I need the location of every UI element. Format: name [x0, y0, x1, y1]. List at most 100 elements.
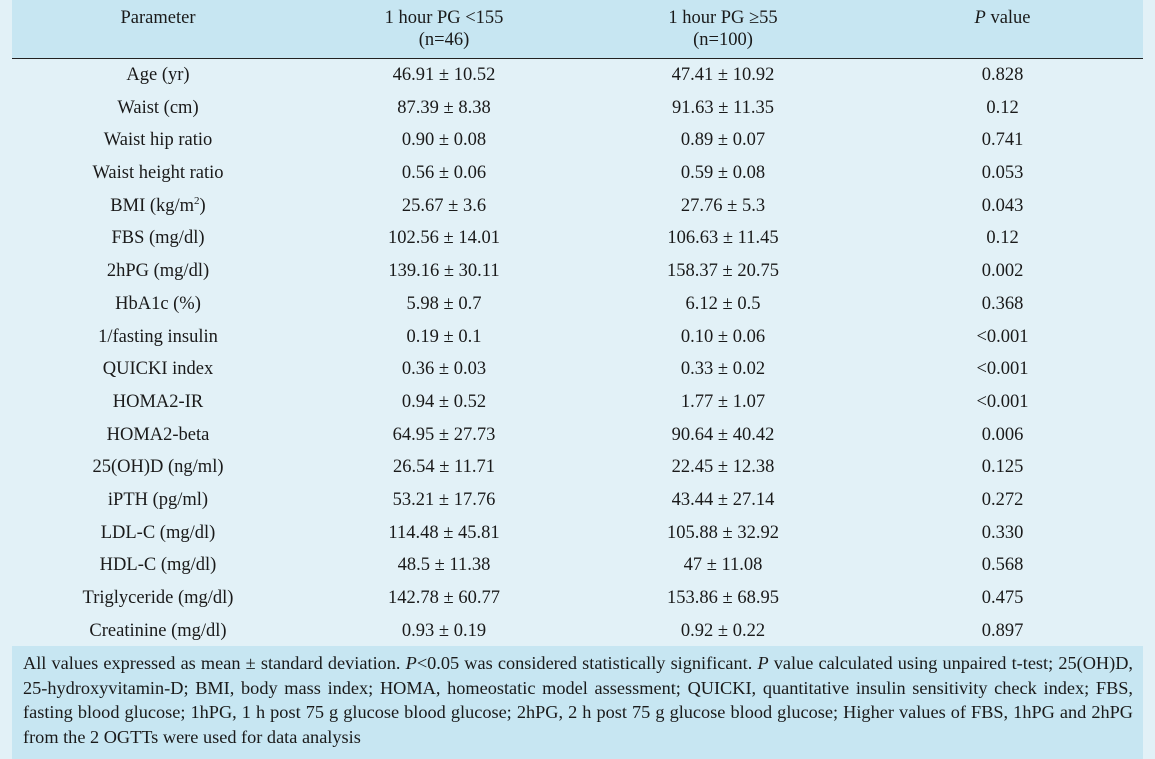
row-group1-value: 25.67 ± 3.6 [401, 195, 487, 216]
row-parameter-label: FBS (mg/dl) [111, 228, 205, 249]
row-parameter: Waist hip ratio [12, 124, 304, 157]
row-group1-value: 0.36 ± 0.03 [401, 359, 487, 380]
row-p-value: 0.043 [981, 195, 1024, 216]
row-parameter-label: 1/fasting insulin [98, 326, 218, 347]
row-group1-value: 64.95 ± 27.73 [392, 424, 496, 445]
header-pvalue-rest: value [985, 8, 1031, 28]
row-group1-value: 142.78 ± 60.77 [388, 588, 500, 608]
row-group1-value: 0.93 ± 0.19 [401, 620, 487, 641]
row-group2-value: 153.86 ± 68.95 [667, 588, 779, 608]
row-parameter-label: Waist height ratio [92, 163, 224, 184]
footnote-text: All values expressed as mean ± standard … [12, 646, 1143, 749]
table-row: HOMA2-IR 0.94 ± 0.52 1.77 ± 1.07 <0.001 [12, 386, 1143, 419]
header-group2: 1 hour PG ≥55 (n=100) [584, 7, 862, 51]
table-row: Waist hip ratio 0.90 ± 0.08 0.89 ± 0.07 0.7… [12, 124, 1143, 157]
row-parameter-label: 2hPG (mg/dl) [106, 261, 210, 282]
table-body: Age (yr) 46.91 ± 10.52 47.41 ± 10.92 0.828 W… [12, 59, 1143, 647]
table-row: iPTH (pg/ml) 53.21 ± 17.76 43.44 ± 27.14 0.… [12, 484, 1143, 517]
row-parameter-label: QUICKI index [102, 359, 214, 380]
row-group2-value: 43.44 ± 27.14 [671, 489, 775, 510]
row-parameter-suffix: ) [199, 195, 206, 216]
row-group2-value: 1.77 ± 1.07 [680, 391, 766, 412]
table-row: Age (yr) 46.91 ± 10.52 47.41 ± 10.92 0.828 [12, 59, 1143, 92]
row-group2-value: 0.59 ± 0.08 [680, 163, 766, 184]
row-parameter-label: HDL-C (mg/dl) [99, 555, 217, 576]
row-parameter-label: HOMA2-IR [112, 391, 204, 412]
table-row: 25(OH)D (ng/ml) 26.54 ± 11.71 22.45 ± 12.3… [12, 451, 1143, 484]
table-row: HDL-C (mg/dl) 48.5 ± 11.38 47 ± 11.08 0.568 [12, 549, 1143, 582]
footnote-italic-p2: P [757, 653, 769, 673]
row-p-value: 0.053 [981, 163, 1024, 184]
row-group2-value: 158.37 ± 20.75 [667, 261, 779, 282]
row-p-value: <0.001 [976, 391, 1029, 412]
row-group1-value: 46.91 ± 10.52 [392, 65, 496, 85]
row-p-value: 0.12 [986, 97, 1019, 118]
row-parameter: Waist (cm) [12, 92, 304, 125]
table-row: Creatinine (mg/dl) 0.93 ± 0.19 0.92 ± 0.22… [12, 615, 1143, 648]
table-row: FBS (mg/dl) 102.56 ± 14.01 106.63 ± 11.45 0… [12, 222, 1143, 255]
header-group1-title: 1 hour PG <155 [384, 8, 504, 28]
row-group2-value: 90.64 ± 40.42 [671, 424, 775, 445]
row-parameter-label: Triglyceride (mg/dl) [82, 588, 234, 608]
table-row: LDL-C (mg/dl) 114.48 ± 45.81 105.88 ± 32.9… [12, 517, 1143, 550]
row-group1-value: 102.56 ± 14.01 [388, 228, 500, 249]
row-group2-value: 47 ± 11.08 [683, 555, 763, 576]
row-parameter: HbA1c (%) [12, 288, 304, 321]
row-group2-value: 0.89 ± 0.07 [680, 130, 766, 151]
table-row: QUICKI index 0.36 ± 0.03 0.33 ± 0.02 <0.001 [12, 353, 1143, 386]
footnote: All values expressed as mean ± standard … [12, 646, 1143, 759]
row-parameter-label: HbA1c (%) [115, 293, 201, 314]
row-parameter-label: iPTH (pg/ml) [107, 489, 209, 510]
table-row: Waist height ratio 0.56 ± 0.06 0.59 ± 0.08… [12, 157, 1143, 190]
row-group2-value: 91.63 ± 11.35 [672, 97, 774, 118]
row-parameter-label: BMI (kg/m [110, 195, 195, 216]
row-parameter-label: 25(OH)D (ng/ml) [92, 457, 224, 478]
row-parameter: Creatinine (mg/dl) [12, 615, 304, 648]
row-group2-value: 105.88 ± 32.92 [667, 522, 779, 543]
row-parameter-superscript: 2 [194, 194, 200, 207]
row-parameter: HDL-C (mg/dl) [12, 549, 304, 582]
row-group1-value: 139.16 ± 30.11 [388, 261, 500, 282]
header-parameter: Parameter [12, 7, 304, 29]
row-parameter: HOMA2-beta [12, 419, 304, 452]
row-group1-value: 53.21 ± 17.76 [392, 489, 496, 510]
row-p-value: 0.125 [981, 457, 1024, 478]
table-row: HOMA2-beta 64.95 ± 27.73 90.64 ± 40.42 0.00… [12, 419, 1143, 452]
row-parameter: QUICKI index [12, 353, 304, 386]
row-group1-value: 5.98 ± 0.7 [406, 293, 482, 314]
table-row: 2hPG (mg/dl) 139.16 ± 30.11 158.37 ± 20.75… [12, 255, 1143, 288]
row-group2-value: 0.33 ± 0.02 [680, 359, 766, 380]
row-parameter: Triglyceride (mg/dl) [12, 582, 304, 615]
row-p-value: <0.001 [976, 359, 1029, 380]
footnote-italic-p1: P [405, 653, 417, 673]
row-group1-value: 114.48 ± 45.81 [388, 522, 500, 543]
table-header: Parameter 1 hour PG <155 (n=46) 1 hour P… [12, 0, 1143, 58]
row-p-value: 0.368 [981, 293, 1024, 314]
row-parameter-label: Creatinine (mg/dl) [89, 620, 227, 641]
row-parameter: Age (yr) [12, 59, 304, 92]
footnote-part1: All values expressed as mean ± standard … [23, 653, 406, 673]
footnote-part2: <0.05 was considered statistically signi… [416, 653, 758, 673]
row-p-value: 0.006 [981, 424, 1024, 445]
row-parameter-label: Waist (cm) [117, 97, 199, 118]
row-group2-value: 47.41 ± 10.92 [671, 65, 775, 85]
row-p-value: 0.330 [981, 522, 1024, 543]
row-parameter-label: Waist hip ratio [103, 130, 213, 151]
row-group1-value: 0.90 ± 0.08 [401, 130, 487, 151]
row-parameter: LDL-C (mg/dl) [12, 517, 304, 550]
row-group2-value: 22.45 ± 12.38 [671, 457, 775, 478]
row-parameter-label: Age (yr) [126, 65, 190, 85]
row-p-value: 0.828 [981, 65, 1024, 85]
row-parameter: BMI (kg/m2) [12, 190, 304, 223]
header-group2-count: (n=100) [693, 30, 753, 50]
header-pvalue-italic: P [974, 8, 986, 28]
row-parameter: iPTH (pg/ml) [12, 484, 304, 517]
row-parameter: 2hPG (mg/dl) [12, 255, 304, 288]
row-group1-value: 0.56 ± 0.06 [401, 163, 487, 184]
table-row: Triglyceride (mg/dl) 142.78 ± 60.77 153.86… [12, 582, 1143, 615]
row-parameter-label: HOMA2-beta [106, 424, 210, 445]
row-p-value: 0.12 [986, 228, 1019, 249]
row-group2-value: 0.92 ± 0.22 [680, 620, 766, 641]
row-group1-value: 0.19 ± 0.1 [406, 326, 482, 347]
